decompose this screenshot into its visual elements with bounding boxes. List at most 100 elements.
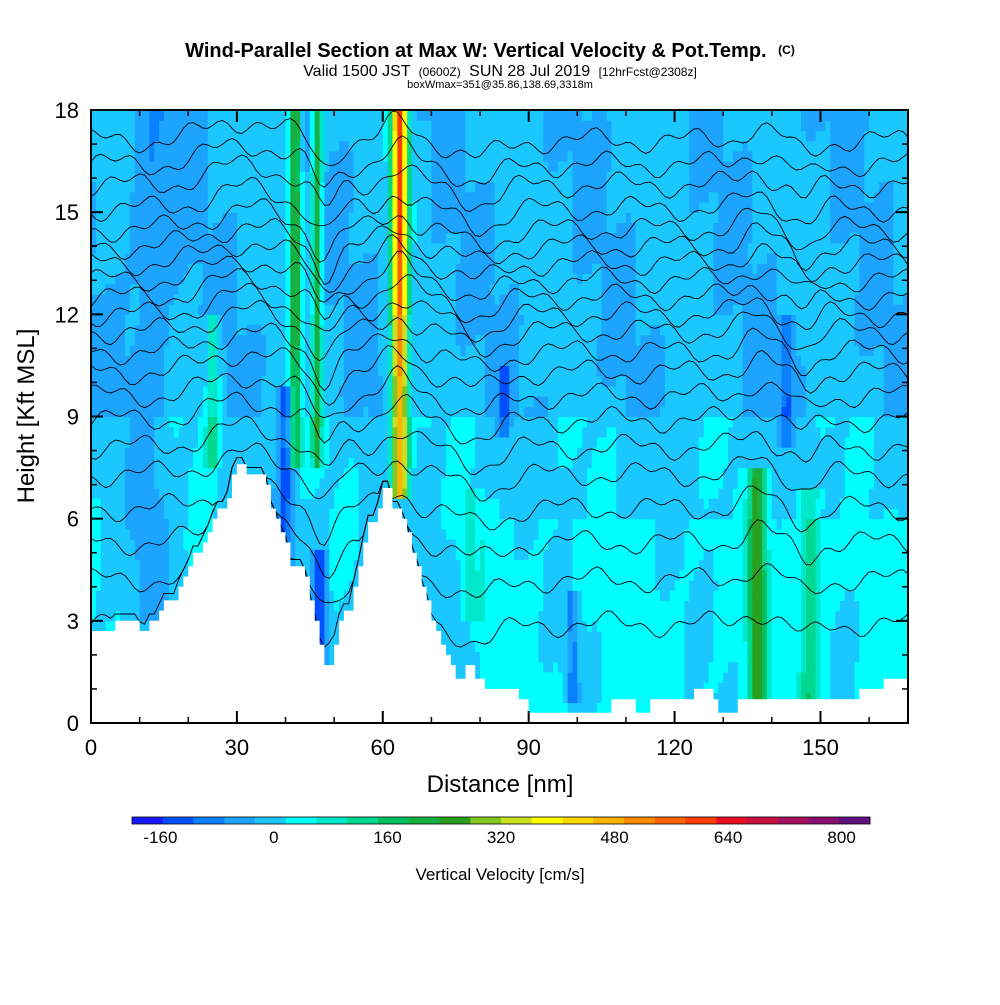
field-cell xyxy=(309,324,316,336)
field-cell xyxy=(387,447,394,458)
field-cell xyxy=(212,457,219,469)
field-cell xyxy=(484,375,491,387)
field-cell xyxy=(95,150,102,162)
field-cell xyxy=(300,416,306,428)
field-cell xyxy=(309,436,316,448)
field-cell xyxy=(125,222,131,234)
field-cell xyxy=(261,324,267,336)
field-cell xyxy=(421,539,428,550)
field-cell xyxy=(421,406,428,418)
field-cell xyxy=(129,569,136,581)
field-cell xyxy=(319,150,326,162)
field-cell xyxy=(392,171,398,183)
field-cell xyxy=(241,426,248,438)
field-cell xyxy=(285,304,291,315)
field-cell xyxy=(475,416,481,428)
field-cell xyxy=(110,304,116,315)
field-cell xyxy=(402,498,408,510)
field-cell xyxy=(110,140,116,152)
field-cell xyxy=(197,161,204,172)
field-cell xyxy=(227,110,233,121)
field-cell xyxy=(465,120,471,132)
field-cell xyxy=(441,263,447,275)
field-cell xyxy=(353,150,360,162)
field-cell xyxy=(188,559,194,571)
field-cell xyxy=(256,447,262,458)
field-cell xyxy=(446,222,452,234)
field-cell xyxy=(431,253,437,264)
field-cell xyxy=(450,212,457,223)
field-cell xyxy=(95,375,102,387)
field-cell xyxy=(256,130,262,142)
field-cell xyxy=(110,559,116,571)
field-cell xyxy=(232,283,238,295)
field-cell xyxy=(168,457,175,469)
field-cell xyxy=(397,365,403,377)
field-cell xyxy=(188,242,194,254)
field-cell xyxy=(363,467,369,479)
field-cell xyxy=(134,191,141,203)
field-cell xyxy=(480,528,486,540)
field-cell xyxy=(411,498,418,510)
field-cell xyxy=(441,365,447,377)
field-cell xyxy=(300,436,306,448)
field-cell xyxy=(377,253,384,264)
field-cell xyxy=(193,314,199,326)
field-cell xyxy=(275,396,282,407)
field-cell xyxy=(144,201,150,213)
field-cell xyxy=(275,273,282,285)
field-cell xyxy=(266,477,272,489)
field-cell xyxy=(125,314,131,326)
field-cell xyxy=(266,130,272,142)
field-cell xyxy=(489,181,496,193)
field-cell xyxy=(232,181,238,193)
field-cell xyxy=(110,324,116,336)
field-cell xyxy=(314,579,321,591)
field-cell xyxy=(353,406,360,418)
field-cell xyxy=(144,140,150,152)
field-cell xyxy=(207,436,214,448)
field-cell xyxy=(207,344,214,356)
field-cell xyxy=(163,171,170,183)
field-cell xyxy=(295,324,301,336)
field-cell xyxy=(436,436,442,448)
field-cell xyxy=(295,273,301,285)
field-cell xyxy=(241,253,248,264)
field-cell xyxy=(202,406,209,418)
field-cell xyxy=(236,273,243,285)
field-cell xyxy=(358,171,364,183)
field-cell xyxy=(353,283,360,295)
field-cell xyxy=(217,263,223,275)
field-cell xyxy=(334,518,340,530)
field-cell xyxy=(154,579,160,591)
field-cell xyxy=(183,385,189,397)
field-cell xyxy=(484,314,491,326)
field-cell xyxy=(407,222,413,234)
field-cell xyxy=(377,201,384,213)
field-cell xyxy=(431,201,437,213)
field-cell xyxy=(280,273,287,285)
field-cell xyxy=(373,253,379,264)
field-cell xyxy=(154,528,160,540)
field-cell xyxy=(154,120,160,132)
field-cell xyxy=(470,436,476,448)
field-cell xyxy=(144,518,150,530)
field-cell xyxy=(163,120,170,132)
field-cell xyxy=(446,549,452,561)
field-cell xyxy=(183,528,189,540)
field-cell xyxy=(154,549,160,561)
field-cell xyxy=(455,426,462,438)
field-cell xyxy=(455,304,462,315)
field-cell xyxy=(411,518,418,530)
field-cell xyxy=(163,365,170,377)
field-cell xyxy=(115,549,121,561)
field-cell xyxy=(353,508,360,520)
field-cell xyxy=(377,191,384,203)
field-cell xyxy=(484,631,491,642)
field-cell xyxy=(261,242,267,254)
field-cell xyxy=(397,263,403,275)
field-cell xyxy=(236,140,243,152)
field-cell xyxy=(343,283,350,295)
field-cell xyxy=(120,283,126,295)
field-cell xyxy=(309,232,316,244)
